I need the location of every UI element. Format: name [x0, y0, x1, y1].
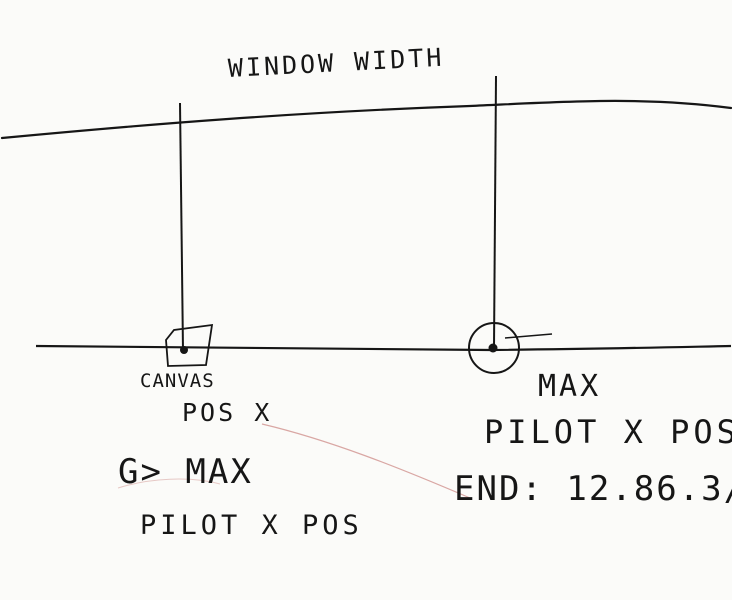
max-pilot-dot [488, 343, 498, 353]
canvas-pos-dot [180, 346, 188, 354]
max-pilot-label-line3: END: 12.86.3/ [454, 469, 732, 509]
connector-line [261, 423, 471, 499]
max-pilot-label-line1: MAX [538, 369, 602, 404]
canvas-pos-marker [165, 323, 214, 367]
canvas-pos-label-line1: CANVAS [140, 370, 215, 392]
connector-line-2 [117, 478, 221, 489]
window-width-line [0, 99, 732, 140]
canvas-condition-label: G> MAX [118, 452, 253, 492]
max-pilot-marker [468, 322, 520, 374]
window-right-edge [493, 75, 497, 349]
window-width-line-trace [139, 104, 501, 127]
baseline [35, 344, 732, 352]
canvas-condition-label-line2: PILOT X POS [140, 510, 363, 541]
max-pilot-label-line2: PILOT X POS [484, 413, 732, 451]
canvas-pos-label-line2: POS X [182, 398, 273, 427]
canvas-left-edge [179, 102, 184, 352]
marker-tick [504, 333, 553, 339]
